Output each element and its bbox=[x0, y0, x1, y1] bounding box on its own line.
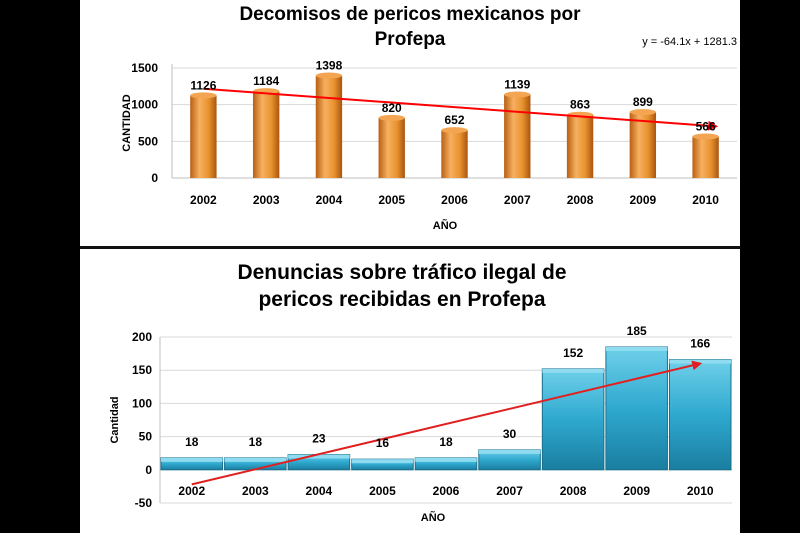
chart2-y-tick-label: 0 bbox=[145, 463, 152, 477]
chart2-bar bbox=[541, 368, 605, 471]
chart2-data-label: 30 bbox=[503, 427, 517, 441]
chart1-bar-cap bbox=[315, 72, 343, 79]
chart1-x-tick-label: 2010 bbox=[692, 193, 719, 207]
chart2-x-tick-label: 2008 bbox=[560, 484, 587, 498]
chart2-data-label: 18 bbox=[249, 435, 263, 449]
chart-divider bbox=[80, 246, 740, 249]
chart1-data-label: 1139 bbox=[504, 77, 530, 91]
chart2-bar-top bbox=[224, 457, 287, 462]
chart1-data-label: 1398 bbox=[316, 58, 343, 72]
chart1-bar bbox=[566, 114, 594, 178]
chart2-bar bbox=[605, 346, 668, 471]
chart-decomisos: Decomisos de pericos mexicanos por Profe… bbox=[121, 4, 737, 232]
chart1-x-tick-label: 2004 bbox=[316, 193, 343, 207]
chart2-x-tick-label: 2004 bbox=[306, 484, 333, 498]
chart1-data-label: 1184 bbox=[253, 74, 279, 88]
chart1-x-tick-label: 2003 bbox=[253, 193, 280, 207]
chart2-bar-top bbox=[669, 359, 731, 364]
chart1-data-label: 566 bbox=[696, 119, 716, 133]
chart2-x-tick-label: 2009 bbox=[623, 484, 650, 498]
chart1-data-label: 820 bbox=[382, 101, 402, 115]
chart1-bar-cap bbox=[441, 127, 468, 134]
chart2-x-tick-label: 2006 bbox=[433, 484, 460, 498]
chart1-trend-arrow bbox=[203, 87, 719, 131]
chart2-data-label: 185 bbox=[627, 324, 647, 338]
chart2-y-tick-label: 100 bbox=[132, 396, 152, 410]
chart2-y-tick-label: -50 bbox=[135, 496, 153, 510]
chart2-y-tick-label: 50 bbox=[139, 430, 153, 444]
chart2-data-label: 16 bbox=[376, 436, 390, 450]
chart1-bar-cap bbox=[378, 114, 405, 121]
chart1-bar bbox=[252, 91, 280, 178]
chart1-x-axis-label: AÑO bbox=[433, 219, 458, 232]
chart2-x-tick-label: 2005 bbox=[369, 484, 396, 498]
chart1-x-tick-label: 2006 bbox=[441, 193, 468, 207]
chart2-x-axis-label: AÑO bbox=[421, 511, 446, 524]
chart2-data-label: 23 bbox=[312, 432, 326, 446]
chart1-bar-cap bbox=[692, 133, 719, 140]
chart1-data-label: 1126 bbox=[190, 78, 216, 92]
chart1-bar bbox=[629, 112, 657, 178]
chart2-bar-top bbox=[605, 346, 668, 351]
chart2-trend-arrow bbox=[191, 360, 703, 486]
chart1-bar bbox=[190, 95, 217, 178]
chart2-bar-top bbox=[478, 449, 541, 454]
chart2-title-line1: Denuncias sobre tráfico ilegal de bbox=[237, 261, 566, 284]
chart2-x-tick-label: 2007 bbox=[496, 484, 523, 498]
chart1-x-tick-label: 2007 bbox=[504, 193, 531, 207]
chart2-data-label: 18 bbox=[439, 435, 453, 449]
chart2-data-label: 18 bbox=[185, 435, 199, 449]
chart1-x-tick-label: 2005 bbox=[378, 193, 405, 207]
chart1-x-tick-label: 2009 bbox=[629, 193, 656, 207]
chart1-trendline-equation: y = -64.1x + 1281.3 bbox=[642, 36, 737, 48]
chart2-x-tick-label: 2010 bbox=[687, 484, 714, 498]
chart1-bar bbox=[504, 94, 531, 178]
chart1-title-line2: Profepa bbox=[375, 29, 446, 50]
chart2-bar-top bbox=[288, 454, 350, 459]
chart1-bar bbox=[692, 136, 719, 178]
chart1-y-tick-label: 0 bbox=[151, 171, 158, 185]
chart1-bar bbox=[315, 75, 343, 178]
chart2-x-tick-label: 2002 bbox=[178, 484, 205, 498]
chart1-y-tick-label: 1500 bbox=[131, 61, 158, 75]
chart1-bar bbox=[378, 117, 405, 178]
chart2-x-tick-label: 2003 bbox=[242, 484, 269, 498]
chart1-bar-cap bbox=[504, 91, 531, 98]
chart1-y-tick-label: 1000 bbox=[131, 98, 158, 112]
chart1-y-tick-label: 500 bbox=[138, 134, 158, 148]
chart1-y-axis-label: CANTIDAD bbox=[121, 94, 133, 151]
chart2-y-axis-label: Cantidad bbox=[109, 396, 121, 443]
chart1-bar-cap bbox=[629, 109, 657, 116]
chart2-bar-top bbox=[161, 457, 223, 462]
chart2-bar-top bbox=[542, 368, 604, 373]
chart2-data-label: 152 bbox=[563, 346, 583, 360]
chart1-data-label: 652 bbox=[444, 113, 464, 127]
chart2-y-tick-label: 200 bbox=[132, 330, 152, 344]
chart1-x-tick-label: 2002 bbox=[190, 193, 217, 207]
chart1-title-line1: Decomisos de pericos mexicanos por bbox=[239, 4, 581, 25]
chart2-y-tick-label: 150 bbox=[132, 363, 152, 377]
chart1-x-tick-label: 2008 bbox=[567, 193, 594, 207]
chart1-data-label: 863 bbox=[570, 98, 590, 112]
chart1-bar-cap bbox=[190, 92, 217, 99]
chart2-title-line2: pericos recibidas en Profepa bbox=[258, 288, 545, 311]
chart2-bar-top bbox=[351, 459, 414, 464]
chart2-data-label: 166 bbox=[690, 337, 710, 351]
chart2-bar-top bbox=[415, 457, 477, 462]
chart2-bar bbox=[668, 359, 732, 471]
chart1-bar bbox=[441, 130, 468, 178]
chart1-data-label: 899 bbox=[633, 95, 653, 109]
